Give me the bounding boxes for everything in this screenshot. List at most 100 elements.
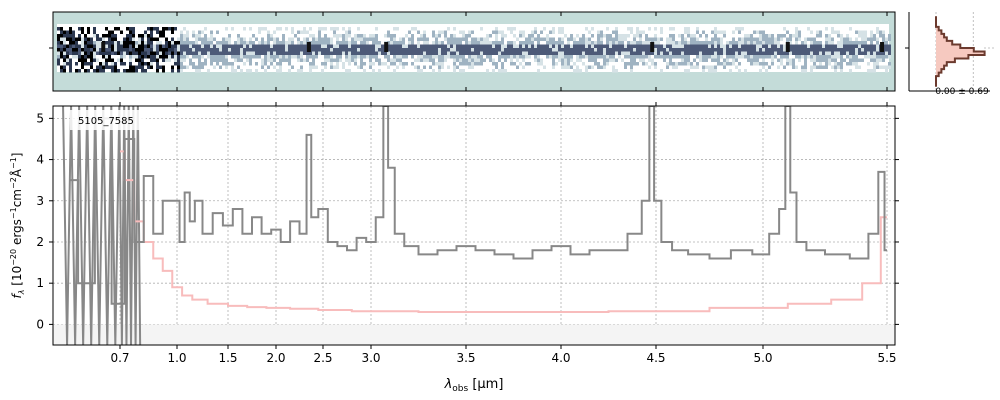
- trace-pixel: [129, 44, 132, 48]
- trace-pixel: [414, 44, 417, 48]
- trace-pixel: [402, 41, 405, 45]
- trace-pixel: [93, 34, 96, 38]
- trace-pixel: [858, 58, 861, 62]
- trace-pixel: [309, 34, 312, 38]
- trace-pixel: [855, 65, 858, 69]
- trace-pixel: [261, 41, 264, 45]
- trace-pixel: [579, 41, 582, 45]
- trace-pixel: [426, 44, 429, 48]
- trace-pixel: [360, 48, 363, 52]
- trace-pixel: [177, 58, 180, 62]
- trace-pixel: [510, 41, 513, 45]
- trace-pixel: [738, 62, 741, 66]
- spectrum-2d-trace: [57, 24, 891, 73]
- trace-pixel: [615, 37, 618, 41]
- trace-pixel: [768, 37, 771, 41]
- trace-pixel: [261, 51, 264, 55]
- trace-pixel: [669, 55, 672, 59]
- trace-pixel: [636, 34, 639, 38]
- trace-pixel: [837, 51, 840, 55]
- trace-pixel: [276, 48, 279, 52]
- trace-pixel: [750, 58, 753, 62]
- trace-pixel: [291, 44, 294, 48]
- trace-pixel: [138, 65, 141, 69]
- series-group: [62, 106, 887, 345]
- trace-pixel: [213, 51, 216, 55]
- trace-pixel: [486, 48, 489, 52]
- trace-pixel: [336, 34, 339, 38]
- trace-pixel: [99, 65, 102, 69]
- trace-pixel: [606, 41, 609, 45]
- trace-pixel: [534, 30, 537, 34]
- trace-pixel: [480, 44, 483, 48]
- trace-pixel: [351, 58, 354, 62]
- trace-pixel: [498, 51, 501, 55]
- trace-pixel: [849, 62, 852, 66]
- trace-pixel: [495, 65, 498, 69]
- trace-pixel: [165, 48, 168, 52]
- trace-pixel: [765, 34, 768, 38]
- trace-pixel: [168, 41, 171, 45]
- trace-pixel: [816, 48, 819, 52]
- trace-pixel: [588, 37, 591, 41]
- trace-pixel: [753, 51, 756, 55]
- trace-pixel: [57, 62, 60, 66]
- trace-pixel: [372, 55, 375, 59]
- trace-pixel: [219, 58, 222, 62]
- trace-pixel: [882, 34, 885, 38]
- trace-pixel: [825, 44, 828, 48]
- trace-pixel: [99, 41, 102, 45]
- trace-pixel: [840, 58, 843, 62]
- trace-pixel: [774, 41, 777, 45]
- trace-pixel: [606, 27, 609, 31]
- trace-pixel: [723, 58, 726, 62]
- trace-pixel: [438, 44, 441, 48]
- trace-pixel: [321, 41, 324, 45]
- trace-pixel: [441, 55, 444, 59]
- trace-pixel: [552, 30, 555, 34]
- trace-pixel: [225, 48, 228, 52]
- trace-pixel: [750, 55, 753, 59]
- trace-pixel: [147, 37, 150, 41]
- trace-pixel: [561, 55, 564, 59]
- y-axis-label-part4: Å: [9, 168, 24, 177]
- trace-pixel: [360, 51, 363, 55]
- trace-pixel: [129, 37, 132, 41]
- trace-pixel: [444, 34, 447, 38]
- trace-pixel: [441, 48, 444, 52]
- trace-pixel: [354, 62, 357, 66]
- trace-pixel: [228, 51, 231, 55]
- trace-pixel: [855, 55, 858, 59]
- trace-pixel: [120, 41, 123, 45]
- trace-pixel: [699, 34, 702, 38]
- trace-pixel: [588, 55, 591, 59]
- trace-pixel: [135, 55, 138, 59]
- trace-pixel: [750, 62, 753, 66]
- trace-pixel: [351, 48, 354, 52]
- trace-pixel: [204, 44, 207, 48]
- trace-pixel: [798, 55, 801, 59]
- trace-pixel: [504, 51, 507, 55]
- trace-pixel: [402, 48, 405, 52]
- trace-pixel: [441, 51, 444, 55]
- trace-pixel: [69, 37, 72, 41]
- trace-pixel: [240, 58, 243, 62]
- trace-pixel: [699, 44, 702, 48]
- trace-pixel: [762, 48, 765, 52]
- trace-pixel: [588, 51, 591, 55]
- trace-pixel: [369, 65, 372, 69]
- trace-pixel: [810, 58, 813, 62]
- trace-pixel: [582, 51, 585, 55]
- trace-pixel: [324, 62, 327, 66]
- trace-pixel: [585, 65, 588, 69]
- y-axis-label-part3: cm: [10, 189, 24, 207]
- trace-pixel: [396, 55, 399, 59]
- trace-pixel: [186, 51, 189, 55]
- trace-pixel: [396, 48, 399, 52]
- trace-pixel: [102, 62, 105, 66]
- trace-pixel: [213, 37, 216, 41]
- trace-pixel: [675, 44, 678, 48]
- trace-pixel: [666, 48, 669, 52]
- trace-pixel: [585, 27, 588, 31]
